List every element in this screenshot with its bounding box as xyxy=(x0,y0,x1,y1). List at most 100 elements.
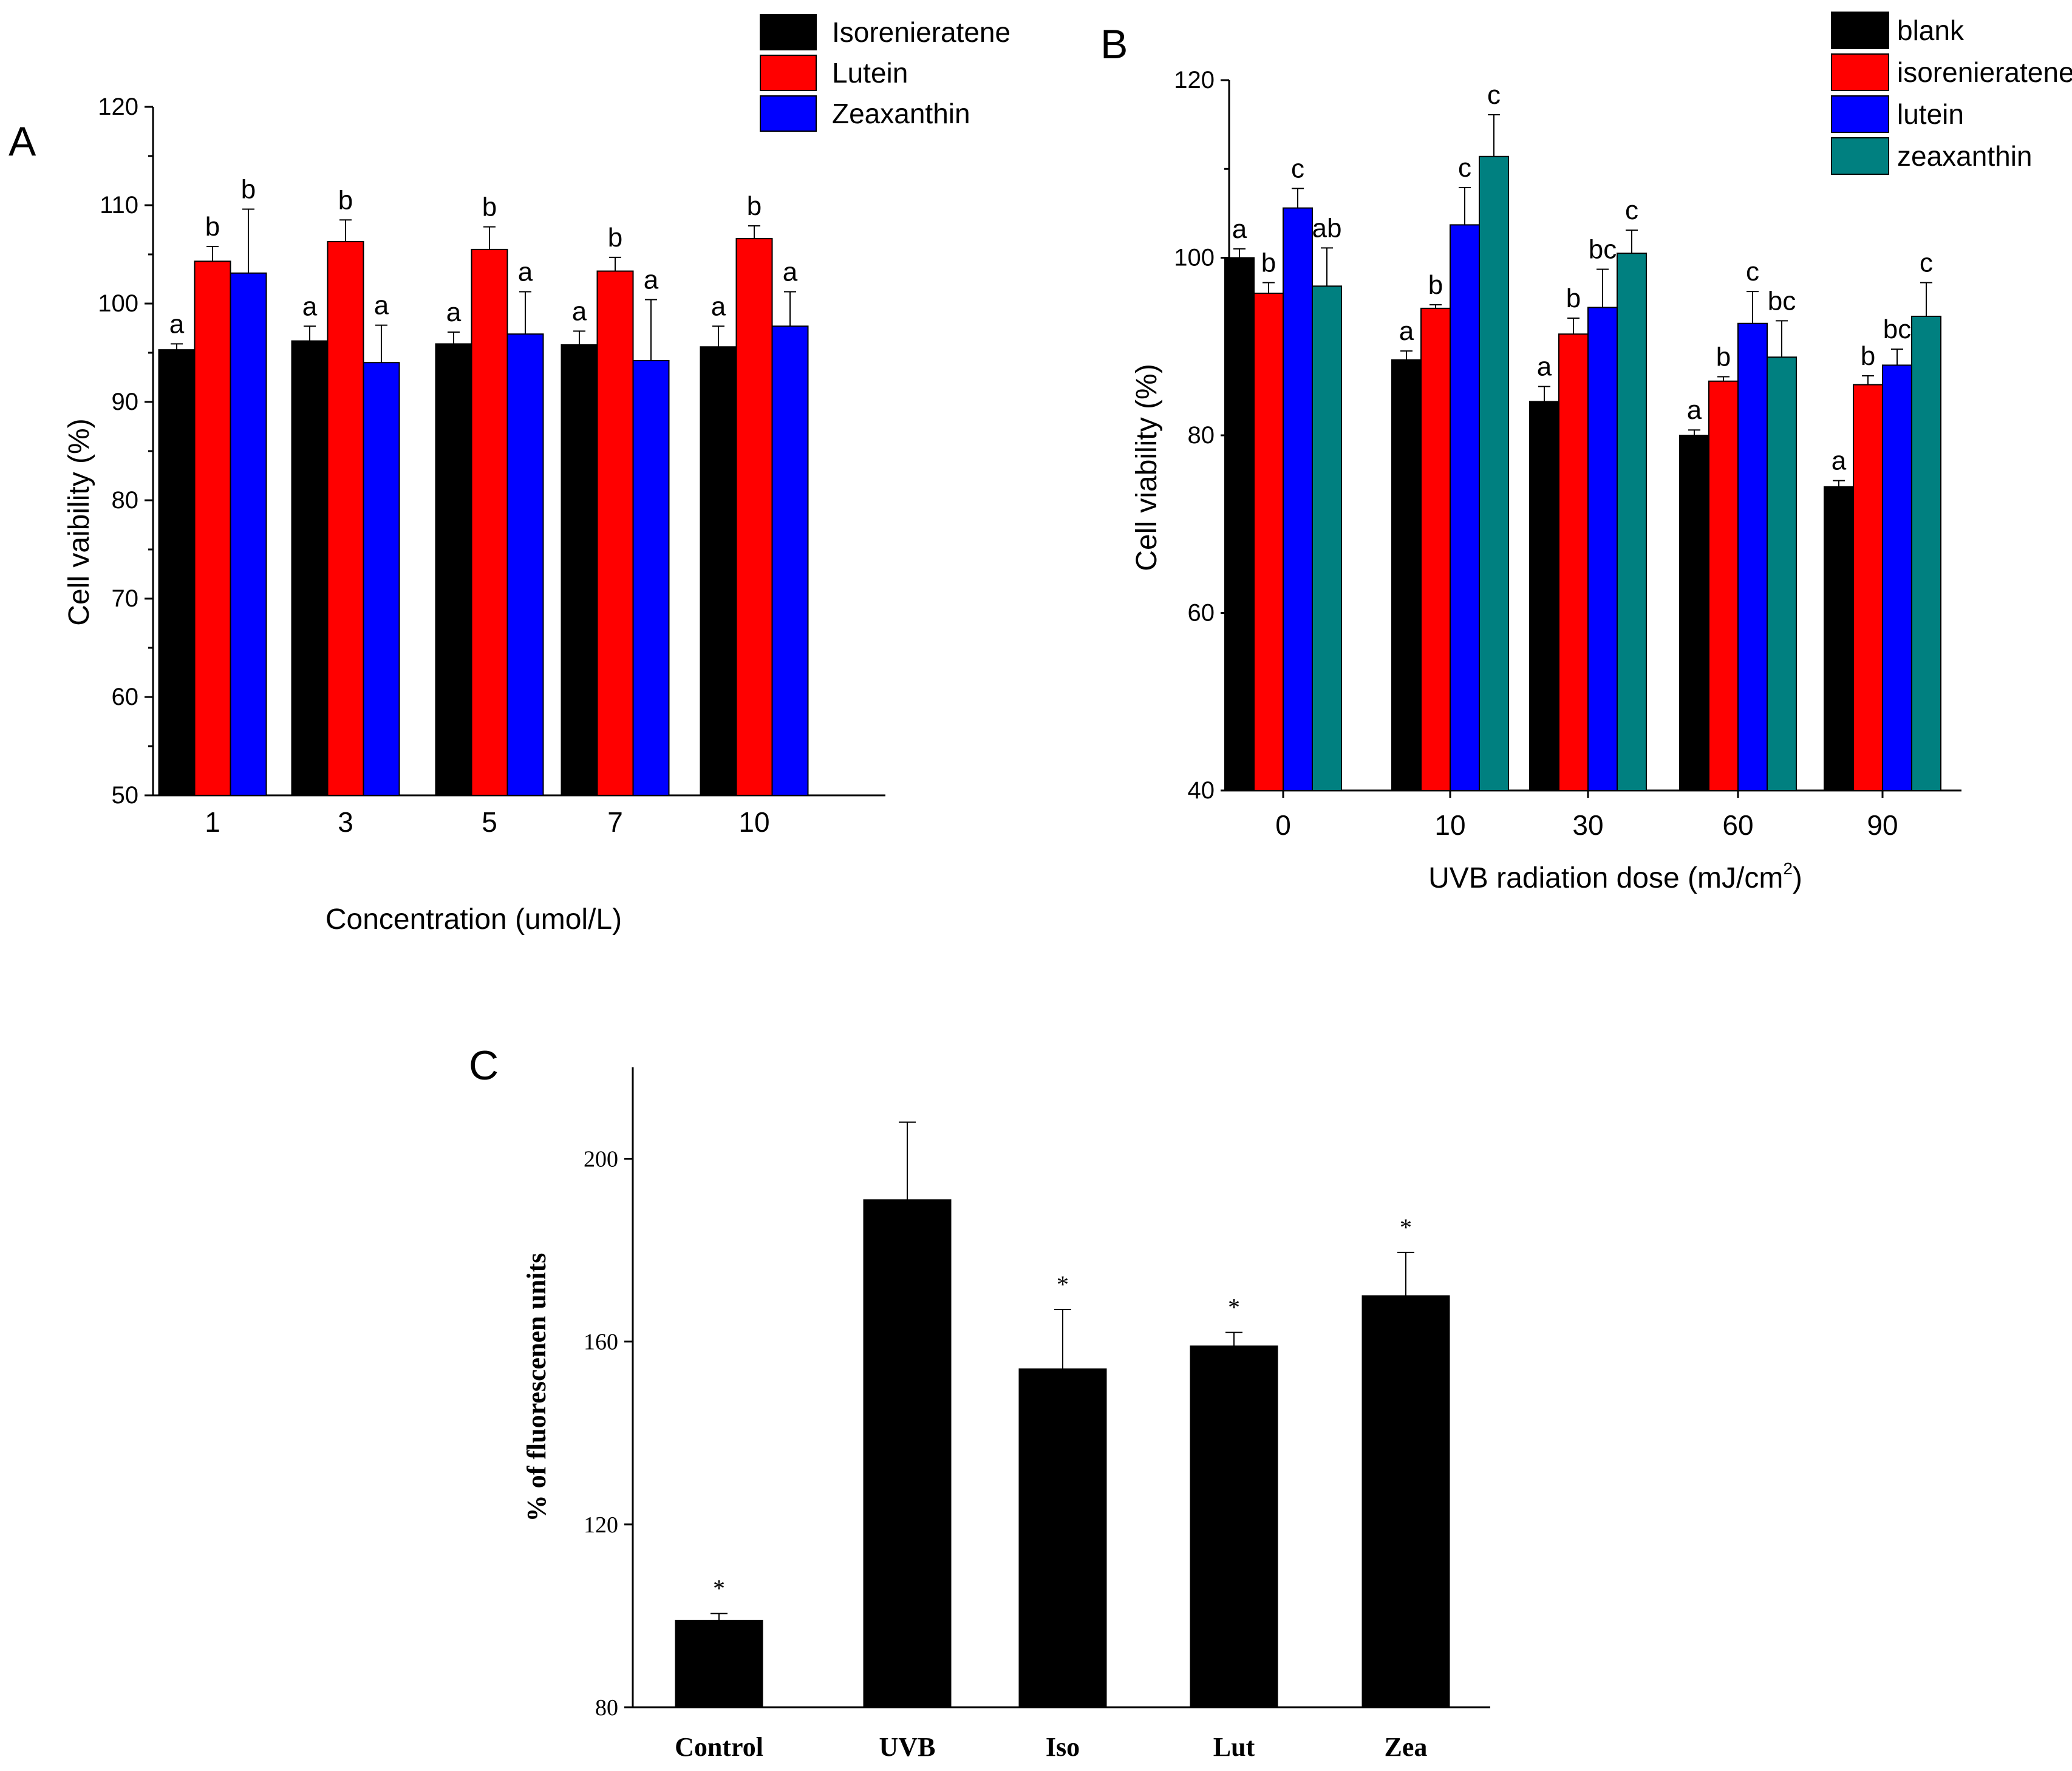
bar xyxy=(1224,257,1255,791)
bar xyxy=(1190,1345,1278,1708)
significance-label: c xyxy=(1458,153,1471,183)
bar xyxy=(561,344,598,796)
bar xyxy=(1617,253,1647,791)
bar xyxy=(1737,322,1768,791)
legend-label: isorenieratene xyxy=(1897,56,2072,88)
significance-label: * xyxy=(713,1575,725,1602)
significance-label: b xyxy=(608,223,622,253)
x-category-label: 60 xyxy=(1722,809,1753,841)
bar xyxy=(735,238,773,796)
bar xyxy=(1587,307,1618,791)
y-tick-label: 120 xyxy=(584,1512,618,1538)
bar xyxy=(1018,1368,1107,1708)
bar xyxy=(1882,364,1912,791)
significance-label: a xyxy=(169,309,185,339)
legend-swatch xyxy=(1831,12,1889,49)
y-tick-label: 110 xyxy=(100,192,138,219)
y-tick-label: 80 xyxy=(595,1695,618,1721)
significance-label: * xyxy=(1057,1271,1069,1298)
legend-label: lutein xyxy=(1897,98,1964,130)
significance-label: * xyxy=(1400,1214,1412,1241)
significance-label: a xyxy=(1232,214,1247,244)
x-category-label: Iso xyxy=(1046,1732,1080,1762)
bar xyxy=(1312,285,1342,791)
significance-label: c xyxy=(1625,195,1638,225)
x-category-label: UVB xyxy=(879,1732,936,1762)
bar xyxy=(158,349,196,796)
y-tick-label: 100 xyxy=(98,290,138,317)
panel-a-x-axis-title: Concentration (umol/L) xyxy=(325,903,622,936)
bar xyxy=(700,346,737,796)
panel-a-y-axis-title: Cell vaibility (%) xyxy=(63,418,95,625)
significance-label: b xyxy=(338,185,353,215)
significance-label: b xyxy=(241,174,256,204)
panel-a-letter: A xyxy=(9,118,36,165)
significance-label: a xyxy=(1399,316,1414,346)
bar xyxy=(1450,224,1480,791)
panel-b-letter: B xyxy=(1100,21,1128,67)
significance-label: a xyxy=(374,291,389,321)
significance-label: b xyxy=(747,191,762,221)
legend-label: blank xyxy=(1897,15,1965,46)
significance-label: bc xyxy=(1768,286,1796,316)
panel-b-x-axis-title: UVB radiation dose (mJ/cm2) xyxy=(1428,859,1802,894)
x-category-label: 7 xyxy=(607,806,623,838)
significance-label: a xyxy=(446,297,462,327)
y-tick-label: 200 xyxy=(584,1147,618,1172)
x-category-label: 5 xyxy=(482,806,497,838)
legend-label: Isorenieratene xyxy=(832,16,1010,48)
legend-label: zeaxanthin xyxy=(1897,140,2033,172)
x-category-label: 90 xyxy=(1867,809,1898,841)
panel-c-letter: C xyxy=(469,1042,499,1089)
significance-label: a xyxy=(518,257,533,287)
y-tick-label: 80 xyxy=(112,487,139,514)
significance-label: a xyxy=(1537,352,1552,382)
bar xyxy=(1361,1295,1450,1708)
legend-label: Zeaxanthin xyxy=(832,98,970,129)
bar xyxy=(1824,486,1854,791)
bar xyxy=(1391,359,1422,791)
bar xyxy=(194,260,231,796)
x-category-label: 10 xyxy=(1434,809,1465,841)
bar xyxy=(291,340,329,796)
bar xyxy=(1479,155,1509,791)
significance-label: b xyxy=(1261,248,1276,277)
significance-label: c xyxy=(1920,248,1933,277)
bar xyxy=(863,1199,952,1708)
bar xyxy=(675,1619,763,1708)
significance-label: b xyxy=(1428,270,1443,300)
significance-label: bc xyxy=(1883,314,1911,344)
bar xyxy=(1420,307,1451,791)
bar xyxy=(1558,333,1589,791)
y-tick-label: 100 xyxy=(1174,245,1215,271)
legend-swatch xyxy=(1831,95,1889,133)
y-tick-label: 90 xyxy=(112,389,139,415)
bar xyxy=(1283,207,1313,792)
bar xyxy=(1708,380,1739,791)
bar xyxy=(1911,316,1941,791)
legend-swatch xyxy=(1831,53,1889,91)
panel-b-x-axis-title-sup: 2 xyxy=(1783,859,1793,878)
bar xyxy=(435,343,472,796)
y-tick-label: 120 xyxy=(1174,67,1215,93)
panel-b-y-axis-title: Cell viability (%) xyxy=(1131,364,1163,571)
significance-label: a xyxy=(711,291,726,321)
significance-label: a xyxy=(783,257,798,287)
significance-label: b xyxy=(1861,341,1875,371)
bar xyxy=(506,333,544,796)
y-tick-label: 80 xyxy=(1188,422,1215,449)
significance-label: * xyxy=(1228,1294,1240,1321)
panel-b: B UVB radiation dose (mJ/cm2) Cell viabi… xyxy=(1100,12,2072,894)
bar xyxy=(230,272,267,796)
x-category-label: 10 xyxy=(738,806,769,838)
bar xyxy=(632,359,670,796)
significance-label: a xyxy=(1832,446,1847,476)
panel-a: A Concentration (umol/L) Cell vaibility … xyxy=(9,14,1010,936)
y-tick-label: 50 xyxy=(112,782,139,809)
y-tick-label: 70 xyxy=(112,585,139,612)
x-category-label: 30 xyxy=(1572,809,1603,841)
significance-label: a xyxy=(572,296,587,326)
significance-label: bc xyxy=(1589,235,1617,265)
x-category-label: Lut xyxy=(1213,1732,1255,1762)
